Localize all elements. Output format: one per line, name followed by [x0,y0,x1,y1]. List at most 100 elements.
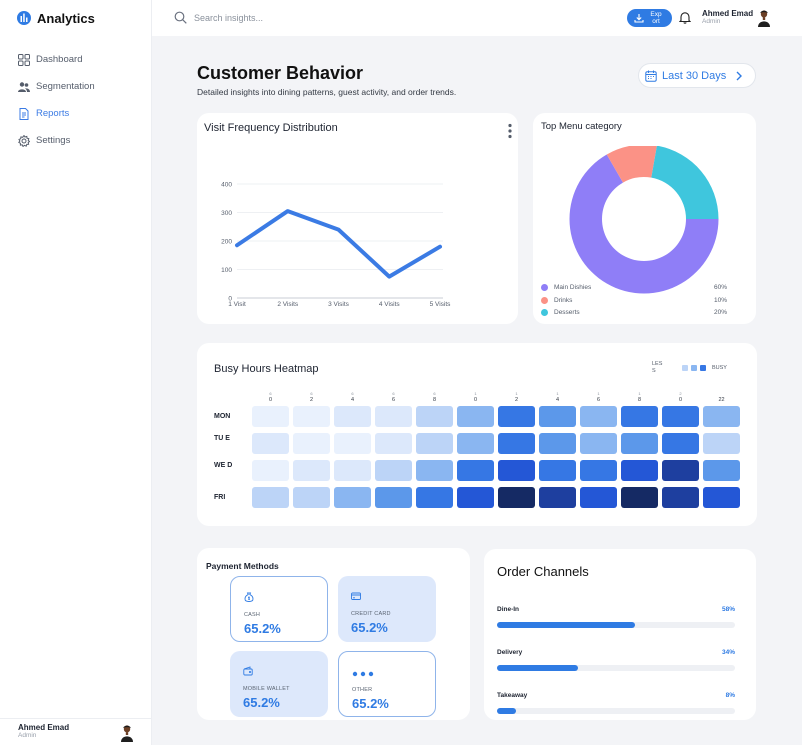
date-range-label: Last 30 Days [662,69,727,82]
heatmap-cell[interactable] [662,487,699,508]
payment-cash[interactable]: CASH 65.2% [230,576,328,642]
heatmap-cell[interactable] [621,487,658,508]
hour-tick: 6 [392,391,395,396]
heatmap-cell[interactable] [703,406,740,427]
chevron-right-icon [736,71,743,80]
heatmap-cell[interactable] [662,460,699,481]
money-bag-icon [244,592,254,602]
heatmap-cell[interactable] [334,406,371,427]
y-tick-label: 300 [221,210,232,217]
heatmap-cell[interactable] [252,460,289,481]
channel-bar [497,622,636,628]
heatmap-cell[interactable] [457,487,494,508]
legend-label: Desserts [554,309,580,316]
more-options-icon[interactable] [508,123,512,139]
search-input[interactable]: Search insights... [194,12,264,23]
visit-frequency-chart: 0 100 200 300 400 1 Visit 2 Visits 3 Visits 4 Vi… [221,182,451,309]
heatmap-cell[interactable] [334,487,371,508]
sidebar-item-segmentation[interactable]: Segmentation [18,73,95,100]
heatmap-cell[interactable] [293,406,330,427]
heatmap-cell[interactable] [498,433,535,454]
heatmap-legend: LES S BUSY [652,361,727,375]
heatmap-cell[interactable] [539,433,576,454]
hour-value: 6 [596,397,601,403]
heatmap-cell[interactable] [416,487,453,508]
heatmap-cell[interactable] [580,487,617,508]
heatmap-cell[interactable] [252,433,289,454]
channel-track [497,622,735,628]
heatmap-cell[interactable] [334,433,371,454]
heatmap-cell[interactable] [621,433,658,454]
hour-tick: 6 [269,391,272,396]
legend-swatch [691,365,697,371]
heatmap-cell[interactable] [539,460,576,481]
heatmap-cell[interactable] [580,433,617,454]
payment-mobile-wallet[interactable]: MOBILE WALLET 65.2% [230,651,328,717]
payment-value: 65.2% [243,695,280,710]
sidebar-nav: Dashboard Segmentation Reports Settings [18,46,95,154]
heatmap-cell[interactable] [498,460,535,481]
heatmap-cell[interactable] [621,460,658,481]
heatmap-cell[interactable] [703,460,740,481]
heatmap-cell[interactable] [539,406,576,427]
heatmap-cell[interactable] [457,406,494,427]
heatmap-cell[interactable] [457,433,494,454]
avatar[interactable] [757,9,771,27]
heatmap-cell[interactable] [293,460,330,481]
heatmap-cell[interactable] [416,433,453,454]
heatmap-cell[interactable] [293,487,330,508]
topbar-user[interactable]: Ahmed Emad Admin [702,9,753,25]
sidebar-item-dashboard[interactable]: Dashboard [18,46,95,73]
heatmap-cell[interactable] [662,406,699,427]
channel-dine-in: Dine-In 58% [497,606,735,628]
legend-swatch [682,365,688,371]
heatmap-cell[interactable] [416,406,453,427]
export-button[interactable]: Exp ort [627,9,672,27]
brand[interactable]: Analytics [17,10,95,26]
sidebar-item-reports[interactable]: Reports [18,100,95,127]
heatmap-cell[interactable] [252,487,289,508]
export-label: Exp ort [650,11,662,25]
bell-icon[interactable] [679,11,691,24]
heatmap-cell[interactable] [580,460,617,481]
legend-item: Main Dishies 60% [541,284,727,291]
heatmap-cell[interactable] [375,460,412,481]
heatmap-cell[interactable] [457,460,494,481]
heatmap-cell[interactable] [375,487,412,508]
channel-track [497,665,735,671]
heatmap-cell[interactable] [334,460,371,481]
search-bar[interactable]: Search insights... [174,11,263,24]
sidebar-item-settings[interactable]: Settings [18,127,95,154]
heatmap-cell[interactable] [539,487,576,508]
date-range-button[interactable]: Last 30 Days [638,63,756,88]
payment-credit-card[interactable]: CREDIT CARD 65.2% [338,576,436,642]
download-icon [634,14,644,23]
data-point [286,209,290,213]
heatmap-cell[interactable] [580,406,617,427]
heatmap-cell[interactable] [621,406,658,427]
sidebar-user[interactable]: Ahmed Emad Admin [0,718,152,745]
heatmap-cell[interactable] [252,406,289,427]
calendar-icon [645,70,657,82]
donut-slice [651,146,719,219]
hour-value: 0 [268,397,273,403]
payment-other[interactable]: OTHER 65.2% [338,651,436,717]
heatmap-cell[interactable] [375,433,412,454]
legend-swatch [541,284,548,291]
user-name: Ahmed Emad [702,9,754,18]
legend-low-label: LES S [652,361,663,374]
payment-label: CREDIT CARD [351,611,391,617]
heatmap-cell[interactable] [703,487,740,508]
heatmap-cell[interactable] [293,433,330,454]
heatmap-cell[interactable] [662,433,699,454]
heatmap-cell[interactable] [375,406,412,427]
heatmap-cell[interactable] [703,433,740,454]
heatmap-cell[interactable] [416,460,453,481]
heatmap-cell[interactable] [498,487,535,508]
legend-swatch [541,309,548,316]
heatmap-cell[interactable] [498,406,535,427]
y-tick-label: 0 [228,296,232,303]
